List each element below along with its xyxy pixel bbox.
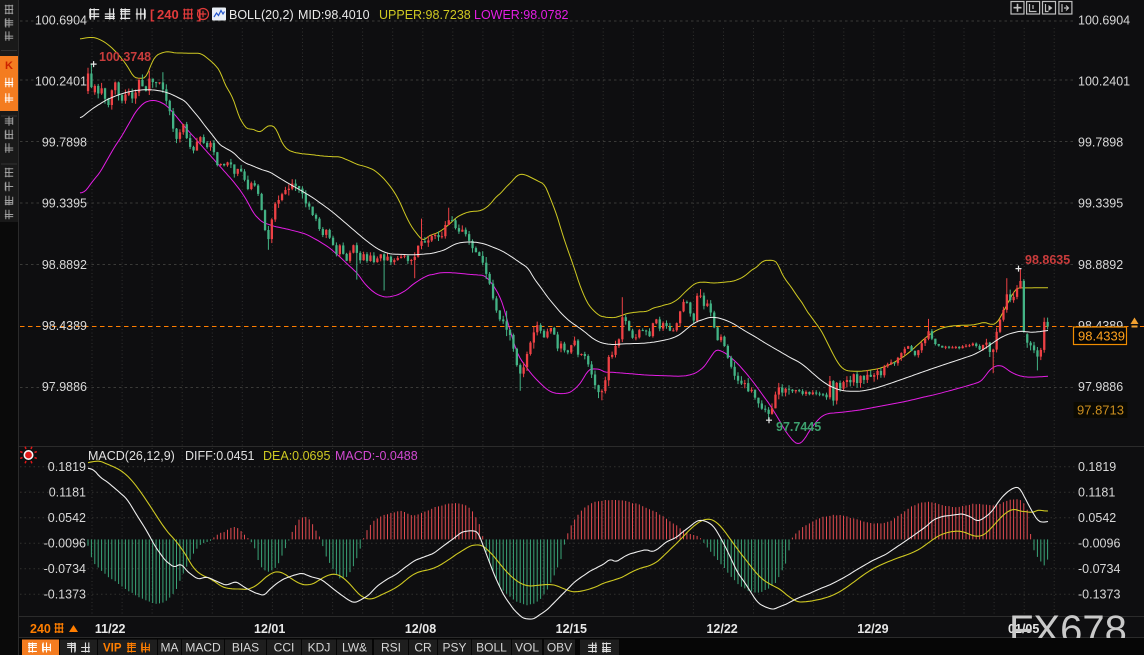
svg-text:BIAS: BIAS bbox=[232, 641, 259, 655]
svg-text:BOLL: BOLL bbox=[476, 641, 507, 655]
svg-text:[: [ bbox=[150, 7, 155, 22]
svg-text:240: 240 bbox=[30, 622, 51, 636]
svg-text:12/08: 12/08 bbox=[405, 622, 436, 636]
svg-text:11/22: 11/22 bbox=[95, 622, 126, 636]
svg-text:UPPER:98.7238: UPPER:98.7238 bbox=[379, 8, 471, 22]
svg-text:VOL: VOL bbox=[515, 641, 539, 655]
svg-text:12/22: 12/22 bbox=[706, 622, 737, 636]
svg-text:BOLL(20,2): BOLL(20,2) bbox=[229, 8, 294, 22]
svg-text:12/29: 12/29 bbox=[857, 622, 888, 636]
svg-text:CR: CR bbox=[414, 641, 432, 655]
svg-text:97.9886: 97.9886 bbox=[1078, 380, 1123, 394]
svg-text:PSY: PSY bbox=[442, 641, 466, 655]
svg-text:]: ] bbox=[197, 7, 201, 22]
svg-text:MA: MA bbox=[161, 641, 179, 655]
svg-text:97.8713: 97.8713 bbox=[1077, 403, 1124, 418]
svg-text:MACD: MACD bbox=[185, 641, 221, 655]
svg-text:99.3395: 99.3395 bbox=[1078, 197, 1123, 211]
svg-text:-0.0734: -0.0734 bbox=[44, 562, 86, 576]
svg-text:LW&: LW& bbox=[342, 641, 367, 655]
svg-text:0.0542: 0.0542 bbox=[1078, 511, 1116, 525]
svg-text:OBV: OBV bbox=[547, 641, 572, 655]
svg-text:-0.1373: -0.1373 bbox=[1078, 587, 1120, 601]
svg-text:01/05: 01/05 bbox=[1008, 622, 1039, 636]
svg-text:K: K bbox=[5, 60, 13, 72]
svg-text:98.8635: 98.8635 bbox=[1025, 253, 1070, 267]
svg-text:-0.0096: -0.0096 bbox=[44, 536, 86, 550]
svg-text:98.4339: 98.4339 bbox=[1078, 329, 1125, 344]
svg-text:DEA:0.0695: DEA:0.0695 bbox=[263, 449, 330, 463]
svg-text:98.8892: 98.8892 bbox=[1078, 258, 1123, 272]
svg-text:240: 240 bbox=[157, 7, 179, 22]
svg-text:MACD:-0.0488: MACD:-0.0488 bbox=[335, 449, 418, 463]
svg-text:0.1181: 0.1181 bbox=[49, 485, 86, 499]
svg-text:98.4389: 98.4389 bbox=[42, 319, 87, 333]
svg-text:VIP: VIP bbox=[103, 643, 122, 655]
svg-text:0.0542: 0.0542 bbox=[48, 511, 86, 525]
svg-text:0.1181: 0.1181 bbox=[1078, 485, 1115, 499]
svg-text:0.1819: 0.1819 bbox=[48, 460, 86, 474]
svg-text:-0.0096: -0.0096 bbox=[1078, 536, 1120, 550]
svg-text:DIFF:0.0451: DIFF:0.0451 bbox=[185, 449, 255, 463]
svg-text:12/15: 12/15 bbox=[556, 622, 587, 636]
svg-text:98.8892: 98.8892 bbox=[42, 258, 87, 272]
svg-text:100.2401: 100.2401 bbox=[35, 75, 87, 89]
svg-text:MACD(26,12,9): MACD(26,12,9) bbox=[88, 449, 175, 463]
svg-text:99.7898: 99.7898 bbox=[1078, 136, 1123, 150]
svg-text:0.1819: 0.1819 bbox=[1078, 460, 1116, 474]
svg-text:99.3395: 99.3395 bbox=[42, 197, 87, 211]
svg-text:100.3748: 100.3748 bbox=[99, 50, 151, 64]
svg-text:97.7445: 97.7445 bbox=[776, 420, 821, 434]
svg-text:100.6904: 100.6904 bbox=[35, 14, 87, 28]
svg-text:MID:98.4010: MID:98.4010 bbox=[298, 8, 370, 22]
svg-text:99.7898: 99.7898 bbox=[42, 136, 87, 150]
svg-text:100.6904: 100.6904 bbox=[1078, 14, 1130, 28]
svg-text:12/01: 12/01 bbox=[254, 622, 285, 636]
svg-text:CCI: CCI bbox=[274, 641, 295, 655]
svg-text:97.9886: 97.9886 bbox=[42, 380, 87, 394]
svg-text:RSI: RSI bbox=[381, 641, 401, 655]
svg-text:LOWER:98.0782: LOWER:98.0782 bbox=[474, 8, 569, 22]
svg-text:-0.1373: -0.1373 bbox=[44, 587, 86, 601]
svg-text:-0.0734: -0.0734 bbox=[1078, 562, 1120, 576]
svg-text:KDJ: KDJ bbox=[308, 641, 331, 655]
svg-text:100.2401: 100.2401 bbox=[1078, 75, 1130, 89]
